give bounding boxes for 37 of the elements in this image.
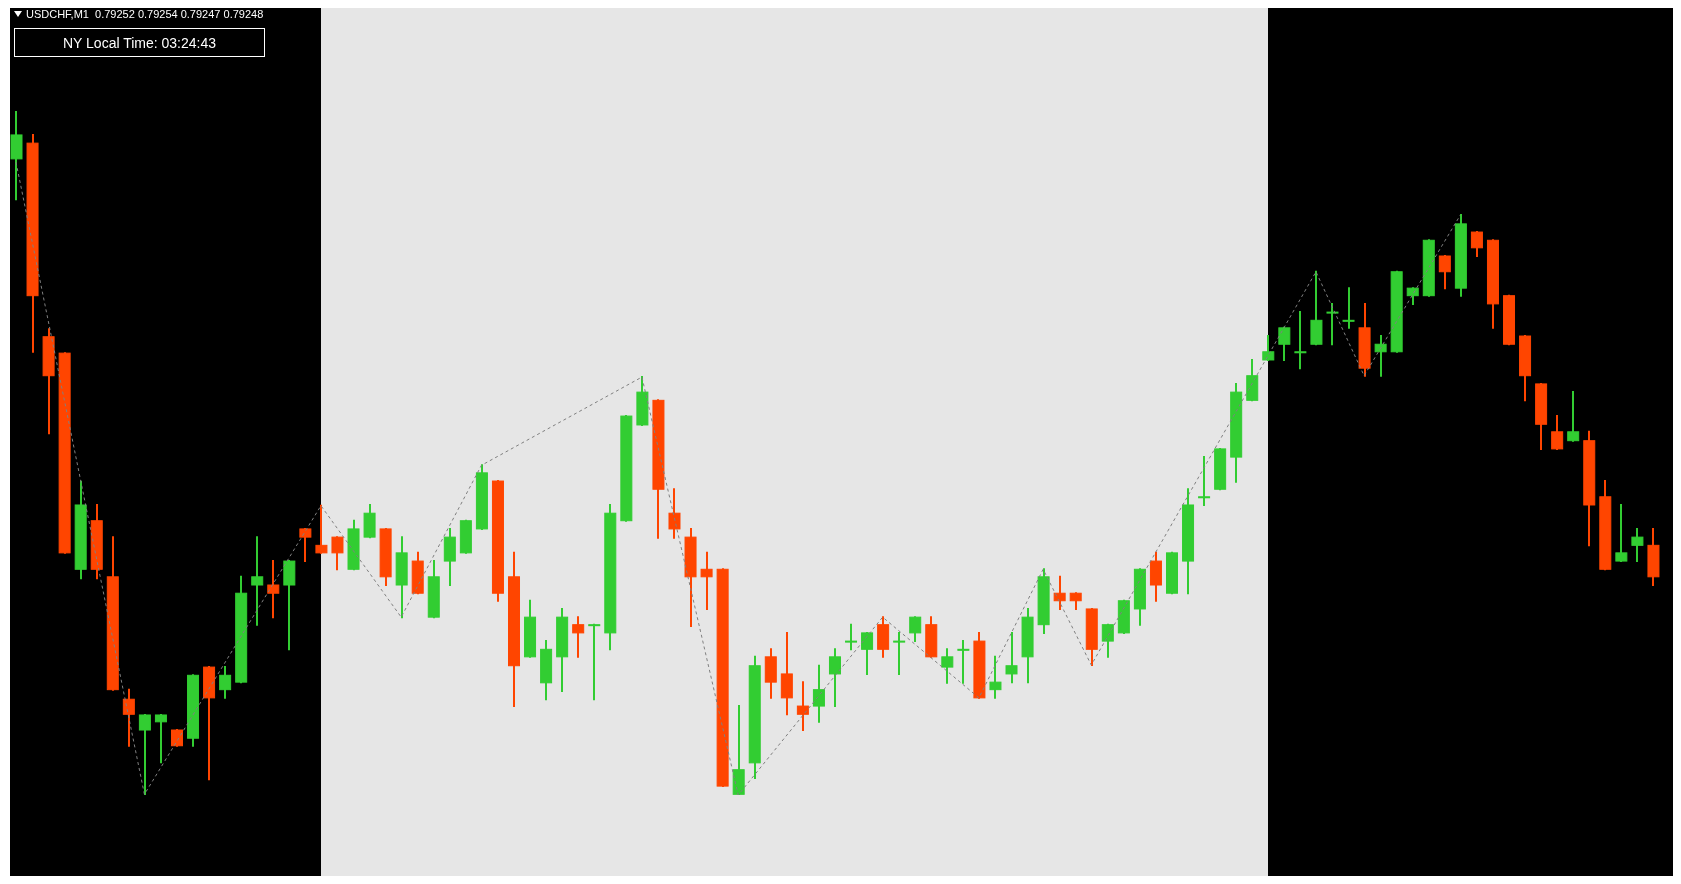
candlestick xyxy=(668,488,681,539)
candlestick xyxy=(170,729,183,747)
candlestick xyxy=(1647,527,1660,587)
candlestick xyxy=(1326,302,1339,346)
candlestick xyxy=(315,504,328,554)
candlestick xyxy=(363,503,376,539)
candlestick xyxy=(347,519,360,571)
candlestick xyxy=(1005,631,1018,684)
candlestick xyxy=(331,536,344,571)
candlestick xyxy=(620,415,633,522)
candlestick xyxy=(1342,287,1355,329)
candlestick xyxy=(1358,302,1371,377)
candlestick xyxy=(251,536,264,626)
candlestick xyxy=(1422,239,1435,297)
candlestick xyxy=(973,631,986,699)
candlestick xyxy=(893,631,906,675)
candlestick xyxy=(299,527,312,563)
candlestick xyxy=(1310,270,1323,346)
candlestick xyxy=(1631,527,1644,563)
candlestick xyxy=(1021,607,1034,684)
candlestick xyxy=(379,527,392,587)
candlestick xyxy=(957,640,970,684)
candlestick xyxy=(636,376,649,426)
candlestick xyxy=(845,623,858,651)
candlestick xyxy=(42,328,55,435)
chart-title: USDCHF,M1 0.79252 0.79254 0.79247 0.79248 xyxy=(26,8,264,20)
candlestick xyxy=(1294,311,1307,370)
candlestick xyxy=(1615,503,1628,563)
text: NY Local Time: 03:24:43 xyxy=(14,28,265,57)
candlestick xyxy=(989,655,1002,699)
candlestick xyxy=(10,111,23,201)
candlestick xyxy=(26,133,39,353)
candlestick xyxy=(684,527,697,628)
candlestick xyxy=(572,616,585,658)
candlestick xyxy=(716,568,729,788)
candlestick xyxy=(58,352,71,554)
candlestick xyxy=(1037,568,1050,634)
